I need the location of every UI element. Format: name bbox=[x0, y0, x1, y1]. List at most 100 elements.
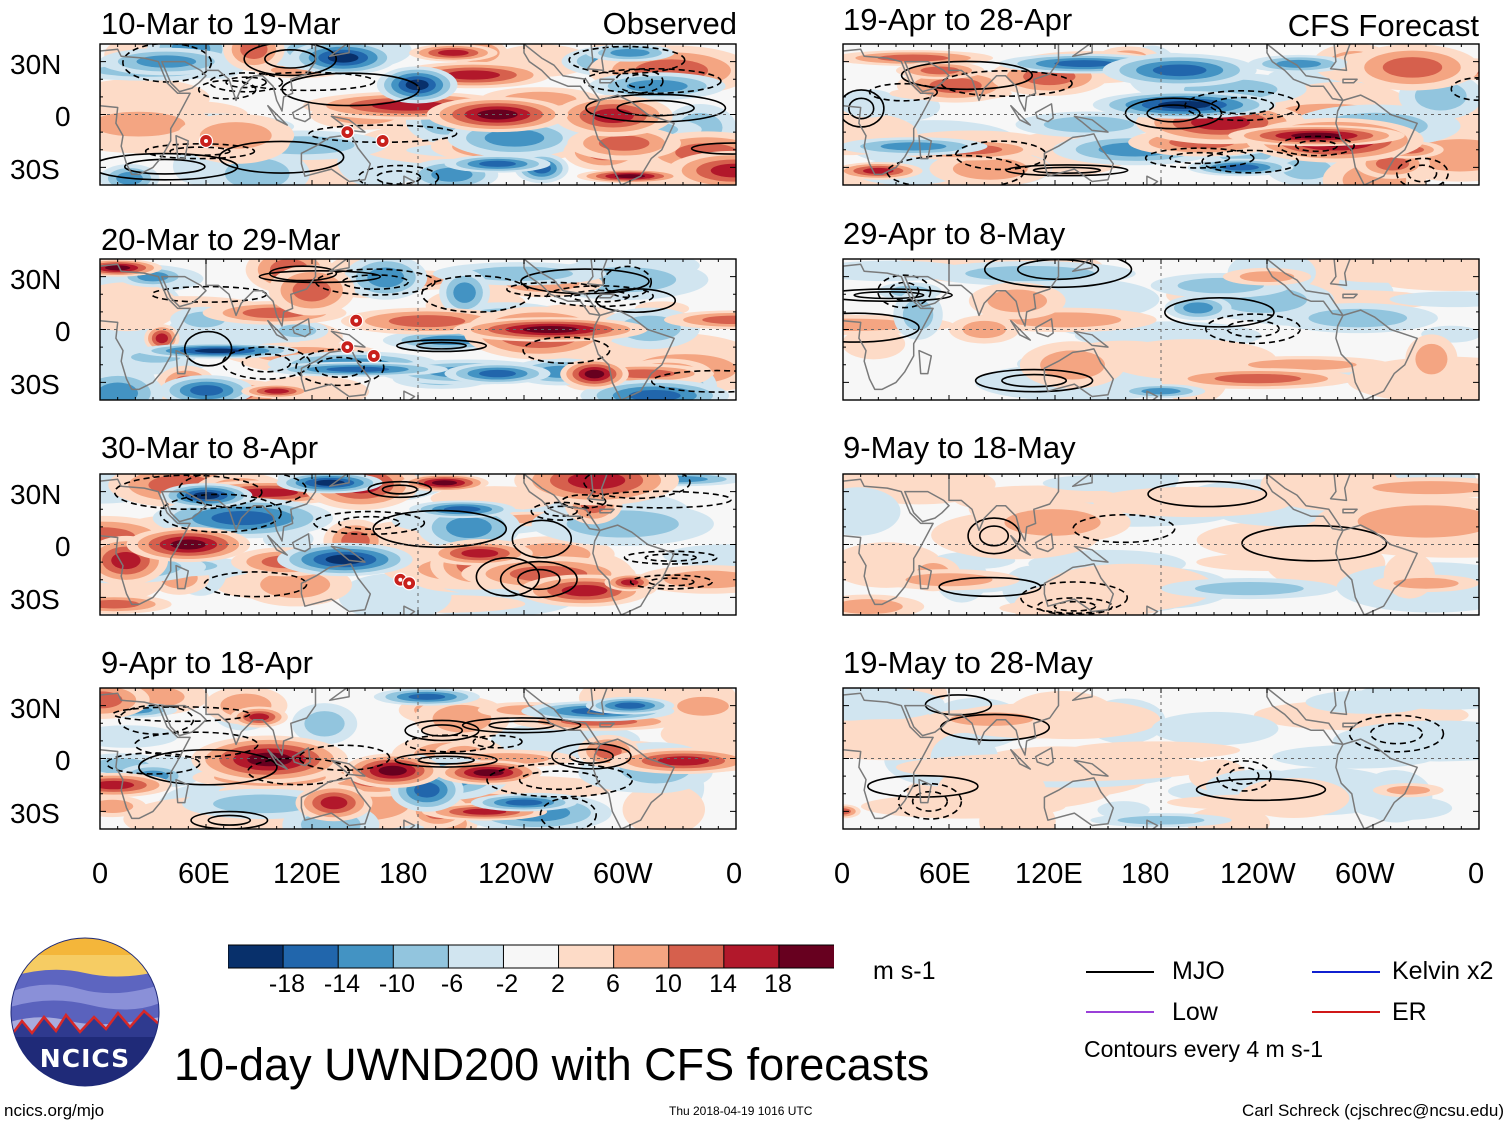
mjo-contour bbox=[522, 336, 611, 365]
lon-label-60w: 60W bbox=[593, 858, 653, 890]
mjo-contour bbox=[461, 717, 582, 734]
colorbar-tick-label: -14 bbox=[323, 970, 361, 998]
anomaly-shading bbox=[367, 267, 405, 288]
legend-swatch-mjo bbox=[1086, 971, 1154, 973]
anomaly-shading bbox=[240, 44, 268, 60]
coastline bbox=[1329, 474, 1351, 502]
coastline bbox=[1266, 259, 1344, 317]
anomaly-shading bbox=[326, 366, 390, 372]
mjo-contour bbox=[690, 142, 736, 155]
mjo-contour bbox=[243, 44, 338, 77]
coastline bbox=[1043, 133, 1115, 183]
mjo-contour bbox=[1204, 313, 1302, 345]
mjo-contour bbox=[298, 744, 391, 772]
coastline bbox=[330, 115, 366, 133]
mjo-contour bbox=[848, 97, 875, 120]
anomaly-shading bbox=[378, 765, 407, 776]
colorbar-swatch bbox=[613, 944, 670, 969]
anomaly-shading bbox=[1042, 475, 1144, 492]
coastline bbox=[599, 508, 615, 514]
colorbar-swatch bbox=[337, 944, 395, 969]
anomaly-shading bbox=[100, 799, 134, 813]
coastline bbox=[267, 104, 289, 126]
colorbar-swatch bbox=[723, 944, 780, 969]
anomaly-shading bbox=[1282, 158, 1332, 180]
colorbar-tick-label: 6 bbox=[606, 970, 620, 998]
coastline bbox=[599, 78, 615, 84]
coastline bbox=[267, 534, 289, 556]
mjo-contour bbox=[954, 140, 1048, 171]
mjo-contour bbox=[221, 346, 311, 380]
map-panels bbox=[99, 43, 1480, 830]
coastline bbox=[904, 275, 950, 308]
coastline bbox=[291, 747, 311, 767]
anomaly-shading bbox=[896, 753, 1214, 782]
coastline bbox=[918, 349, 933, 375]
mjo-contour bbox=[650, 369, 736, 393]
mjo-contour bbox=[1407, 164, 1438, 183]
coastline bbox=[523, 259, 601, 317]
lat-label-30s: 30S bbox=[10, 369, 60, 400]
anomaly-shading bbox=[479, 160, 516, 167]
map-panel bbox=[99, 43, 737, 186]
coastline bbox=[205, 259, 317, 327]
coastline bbox=[918, 134, 933, 160]
coastline bbox=[1073, 545, 1109, 563]
anomaly-shading bbox=[1375, 157, 1410, 171]
coastline bbox=[1010, 748, 1032, 770]
lon-label-60w: 60W bbox=[1335, 858, 1395, 890]
coastline bbox=[592, 94, 675, 185]
anomaly-shading bbox=[1357, 505, 1479, 538]
anomaly-shading bbox=[1382, 57, 1443, 78]
logo-text: NCICS bbox=[40, 1044, 130, 1073]
anomaly-shading bbox=[100, 382, 139, 400]
mjo-contour bbox=[570, 289, 631, 303]
mjo-contour bbox=[313, 510, 426, 536]
anomaly-shading bbox=[264, 388, 289, 394]
coastline bbox=[161, 704, 207, 737]
anomaly-shading bbox=[1117, 815, 1205, 825]
coastline bbox=[523, 688, 601, 746]
mjo-contour bbox=[1169, 151, 1231, 165]
anomaly-shading bbox=[1372, 481, 1479, 495]
coastline bbox=[586, 474, 608, 502]
mjo-contour bbox=[396, 339, 488, 353]
coastline bbox=[904, 490, 950, 523]
colorbar-tick-label: 18 bbox=[764, 970, 792, 998]
mjo-contour bbox=[138, 748, 278, 786]
mjo-contour bbox=[1036, 597, 1114, 615]
coastline bbox=[205, 474, 317, 542]
mjo-contour bbox=[315, 268, 436, 296]
anomaly-shading bbox=[987, 289, 1048, 313]
coastline bbox=[599, 293, 615, 299]
mjo-contour bbox=[1147, 480, 1268, 508]
anomaly-shading bbox=[461, 549, 499, 558]
colorbar-tick-label: -18 bbox=[268, 970, 306, 998]
mjo-contour bbox=[543, 505, 578, 517]
lat-label-30s: 30S bbox=[10, 154, 60, 185]
map-panel bbox=[842, 687, 1480, 830]
colorbar-tick-label: -10 bbox=[378, 970, 416, 998]
anomaly-shading bbox=[843, 688, 945, 721]
mjo-contour bbox=[974, 368, 1094, 393]
mjo-contour bbox=[178, 474, 307, 509]
coastline bbox=[100, 692, 191, 820]
anomaly-shading bbox=[155, 333, 168, 344]
coastline bbox=[843, 263, 934, 391]
anomaly-shading bbox=[1214, 373, 1302, 384]
coastline bbox=[1034, 103, 1054, 123]
mjo-contour bbox=[583, 67, 722, 95]
anomaly-shading bbox=[1040, 350, 1105, 380]
coastline bbox=[523, 474, 601, 532]
lat-label-30s: 30S bbox=[10, 584, 60, 615]
coastline bbox=[843, 692, 934, 820]
anomaly-shading bbox=[965, 265, 1096, 282]
lon-label-120w: 120W bbox=[478, 858, 554, 890]
anomaly-shading bbox=[100, 691, 123, 709]
anomaly-shading bbox=[1298, 259, 1475, 283]
coastline bbox=[403, 175, 416, 185]
coastline bbox=[300, 777, 372, 827]
colorbar bbox=[228, 944, 834, 969]
mjo-contour bbox=[623, 550, 718, 565]
map-panel bbox=[842, 43, 1480, 186]
